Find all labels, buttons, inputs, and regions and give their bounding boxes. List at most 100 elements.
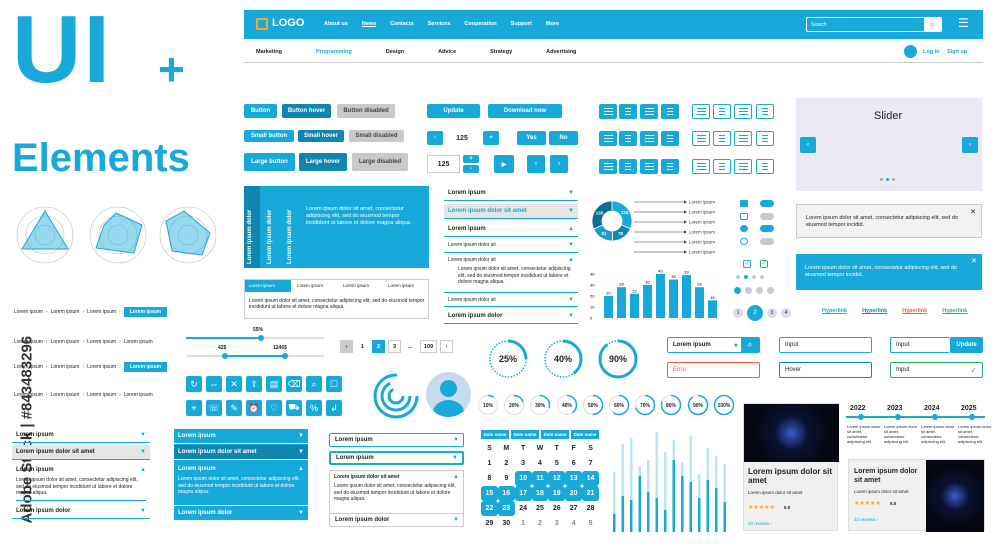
tool-0-3-icon[interactable]: ⇪ — [246, 376, 262, 392]
sub-nav-marketing[interactable]: Marketing — [256, 49, 282, 55]
align-1-0-icon[interactable] — [599, 131, 617, 146]
tool-1-2-icon[interactable]: ✎ — [226, 400, 242, 416]
align-1-6-icon[interactable] — [734, 131, 752, 146]
nav-search-input[interactable]: Search ⌕ — [806, 17, 942, 32]
toggle-2[interactable] — [760, 225, 774, 232]
checkbox-0[interactable] — [740, 200, 748, 207]
accordion-2-item-4[interactable]: Lorem ipsum dolor ▼ — [12, 504, 150, 519]
card-2-reviews[interactable]: 33 reviews › — [854, 517, 879, 522]
htab-4[interactable]: Lorem ipsum — [388, 283, 415, 288]
page-circle-4[interactable]: 4 — [781, 308, 791, 318]
breadcrumb-item[interactable]: Lorem ipsum — [14, 309, 43, 315]
product-card-1[interactable]: Lorem ipsum dolor sit amet Lorem ipsum d… — [743, 403, 839, 531]
hover-field[interactable]: Hover — [779, 362, 872, 378]
page-circle-3[interactable]: 3 — [767, 308, 777, 318]
accordion-3-item-3[interactable]: Lorem ipsum ▲ — [174, 461, 308, 476]
bar[interactable] — [669, 279, 678, 319]
accordion-1-sub-3[interactable]: Lorem ipsum dolor sit ▼ — [444, 292, 578, 307]
button-default[interactable]: Button — [244, 104, 277, 118]
dropdown-3[interactable]: Lorem ipsum dolor ▼ — [329, 513, 464, 527]
valid-field[interactable]: Input ✓ — [890, 362, 983, 378]
search-icon[interactable]: ⌕ — [741, 338, 759, 352]
accordion-1-item-4[interactable]: Lorem ipsum dolor ▼ — [444, 309, 578, 324]
breadcrumb-item[interactable]: Lorem ipsum — [50, 309, 80, 315]
accordion-2-item-3[interactable]: Lorem ipsum ▲ — [12, 462, 150, 477]
align-0-2-icon[interactable] — [640, 104, 658, 119]
cal-date[interactable]: 29 — [485, 520, 494, 527]
accordion-2-item-2[interactable]: Lorem ipsum dolor sit amet ▼ — [12, 445, 150, 460]
cal-date[interactable]: 7 — [588, 460, 593, 467]
small-button[interactable]: Small button — [244, 130, 294, 142]
page-circle-2[interactable]: 2 — [747, 305, 763, 321]
nav-services[interactable]: Services — [427, 21, 451, 27]
dropdown-1[interactable]: Lorem ipsum ▼ — [329, 433, 464, 447]
tool-1-1-icon[interactable]: ☏ — [206, 400, 222, 416]
button-hover[interactable]: Button hover — [282, 104, 331, 118]
vtab-2[interactable]: Lorem ipsum dolor — [264, 186, 280, 268]
cal-date[interactable]: 5 — [554, 460, 559, 467]
dot-1[interactable] — [744, 275, 748, 279]
hyperlink-1[interactable]: Hyperlink — [822, 308, 848, 314]
pager-next[interactable]: › — [440, 340, 453, 353]
search-field[interactable]: Lorem ipsum ● ⌕ — [667, 337, 760, 353]
error-field[interactable]: Error — [667, 362, 760, 378]
dot-large-0[interactable] — [734, 287, 741, 294]
align-1-1-icon[interactable] — [619, 131, 637, 146]
stepper-minus[interactable]: - — [427, 131, 443, 145]
accordion-1-sub-1[interactable]: Lorem ipsum dolor sit ▼ — [444, 238, 578, 253]
cal-date[interactable]: 27 — [569, 505, 578, 512]
accordion-1-item-2[interactable]: Lorem ipsum dolor sit amet ▼ — [444, 204, 578, 219]
input-update-button[interactable]: Update — [950, 337, 983, 353]
tool-1-7-icon[interactable]: ↲ — [326, 400, 342, 416]
htab-2[interactable]: Lorem ipsum — [297, 283, 324, 288]
cal-date[interactable]: 20 — [565, 486, 583, 501]
align-0-5-icon[interactable] — [713, 104, 731, 119]
update-button[interactable]: Update — [427, 104, 480, 118]
cal-date[interactable]: 11 — [531, 471, 549, 486]
nav-about[interactable]: About us — [324, 21, 348, 27]
pager-2[interactable]: 2 — [372, 340, 385, 353]
checkbox-2[interactable] — [740, 225, 748, 232]
align-2-3-icon[interactable] — [661, 159, 679, 174]
tall-bar-fill[interactable] — [638, 476, 642, 532]
no-button[interactable]: No — [549, 131, 578, 145]
tall-bar-fill[interactable] — [681, 476, 684, 532]
align-2-0-icon[interactable] — [599, 159, 617, 174]
breadcrumb-item[interactable]: Lorem ipsum — [123, 339, 153, 345]
nav-contacts[interactable]: Contacts — [390, 21, 414, 27]
hyperlink-2[interactable]: Hyperlink — [862, 308, 888, 314]
tall-bar-fill[interactable] — [672, 460, 676, 532]
cal-date[interactable]: 21 — [582, 486, 599, 501]
breadcrumb-item[interactable]: Lorem ipsum — [123, 392, 153, 398]
mic-icon[interactable]: ● — [733, 341, 738, 349]
accordion-1-item-3[interactable]: Lorem ipsum ▲ — [444, 222, 578, 237]
card-1-reviews[interactable]: 33 reviews › — [748, 521, 773, 526]
stepper2-up[interactable]: + — [463, 155, 479, 163]
tall-bar-fill[interactable] — [613, 514, 616, 532]
search-icon[interactable]: ⌕ — [924, 18, 941, 31]
align-1-5-icon[interactable] — [713, 131, 731, 146]
timeline-dot[interactable] — [858, 414, 864, 420]
accordion-1-sub-2[interactable]: Lorem ipsum dolor sit ▲ — [444, 252, 578, 267]
align-2-7-icon[interactable] — [756, 159, 774, 174]
tall-bar-fill[interactable] — [630, 500, 633, 532]
breadcrumb-item[interactable]: Lorem ipsum — [123, 307, 168, 317]
prev-arrow-icon[interactable]: ‹ — [527, 155, 545, 173]
cal-date[interactable]: 22 — [481, 501, 498, 516]
user-icon[interactable] — [904, 45, 917, 58]
sub-nav-design[interactable]: Design — [385, 49, 405, 55]
align-1-7-icon[interactable] — [756, 131, 774, 146]
tool-0-7-icon[interactable]: ☐ — [326, 376, 342, 392]
avatar[interactable] — [426, 372, 471, 417]
cal-date[interactable]: 6 — [571, 460, 576, 467]
range-single-track[interactable] — [186, 335, 324, 341]
pager-109[interactable]: 109 — [420, 340, 437, 353]
cal-date[interactable]: 15 — [481, 486, 498, 501]
tool-1-3-icon[interactable]: ⏰ — [246, 400, 262, 416]
page-circle-1[interactable]: 1 — [733, 308, 743, 318]
align-1-3-icon[interactable] — [661, 131, 679, 146]
hyperlink-4[interactable]: Hyperlink — [942, 308, 968, 314]
tall-bar-fill[interactable] — [664, 510, 667, 532]
dot-large-3[interactable] — [767, 287, 774, 294]
vtab-3[interactable]: Lorem ipsum dolor — [284, 186, 300, 268]
